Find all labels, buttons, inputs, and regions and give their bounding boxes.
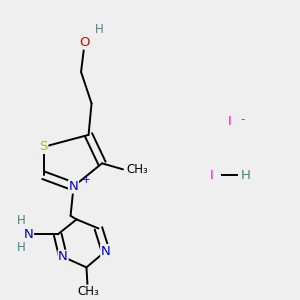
Text: CH₃: CH₃ [77,285,99,298]
Text: H: H [17,242,26,254]
Text: +: + [82,175,91,185]
Text: H: H [17,214,26,227]
Text: N: N [101,245,110,258]
Text: H: H [95,23,103,37]
Text: N: N [24,228,34,241]
Text: -: - [241,113,245,126]
Text: O: O [80,36,90,49]
Text: N: N [69,180,78,193]
Text: I: I [228,115,231,128]
Text: N: N [58,250,68,263]
Text: I: I [210,169,213,182]
Text: H: H [241,169,251,182]
Text: CH₃: CH₃ [126,163,148,176]
Text: S: S [39,140,48,153]
